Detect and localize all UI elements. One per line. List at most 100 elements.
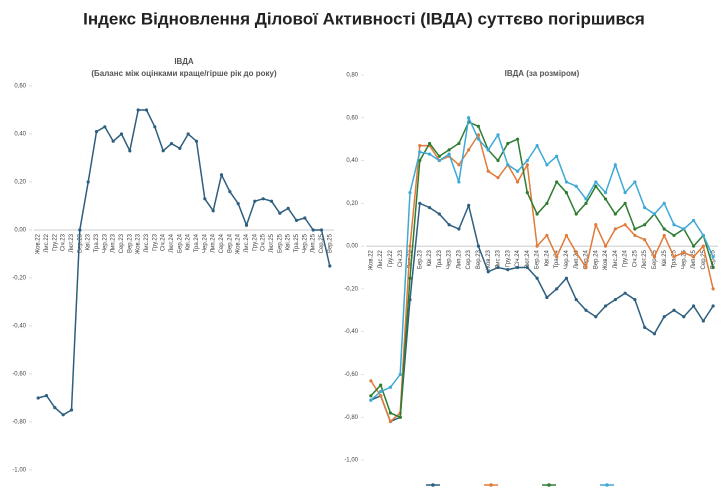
point xyxy=(379,383,383,387)
point xyxy=(78,228,82,232)
point xyxy=(369,394,373,398)
x-tick-label: Сер.25 xyxy=(701,249,707,269)
point xyxy=(496,133,500,137)
point xyxy=(496,176,500,180)
x-tick-label: Лют.23 xyxy=(69,233,75,252)
point xyxy=(103,125,107,129)
point xyxy=(594,315,598,319)
point xyxy=(515,169,520,173)
point xyxy=(506,141,510,146)
point xyxy=(447,148,451,152)
y-tick-label: 0,20 xyxy=(346,201,358,207)
point xyxy=(369,398,373,402)
point xyxy=(53,406,57,410)
point xyxy=(418,150,422,154)
point xyxy=(691,244,696,248)
point xyxy=(584,265,588,270)
x-tick-label: Лис.22 xyxy=(44,233,50,252)
x-tick-label: Гру.22 xyxy=(52,233,58,251)
x-tick-label: Тра.24 xyxy=(194,233,200,252)
point xyxy=(61,413,65,417)
point xyxy=(294,218,299,222)
point xyxy=(319,228,324,232)
point xyxy=(388,411,393,415)
point xyxy=(603,244,608,248)
x-tick-label: Жов.23 xyxy=(486,249,492,270)
point xyxy=(643,223,647,227)
point xyxy=(427,206,432,210)
x-tick-label: Лис.24 xyxy=(613,249,619,268)
point xyxy=(564,233,569,238)
point xyxy=(682,250,686,255)
point xyxy=(476,244,481,248)
y-tick-label: -0,40 xyxy=(344,329,358,335)
x-tick-label: Лип.23 xyxy=(456,249,462,269)
point xyxy=(525,163,529,167)
y-tick-label: 0,80 xyxy=(346,73,358,79)
point xyxy=(418,201,422,205)
x-tick-label: Чер.25 xyxy=(302,233,308,253)
legend-marker xyxy=(605,483,609,487)
point xyxy=(476,124,481,128)
point xyxy=(311,228,315,232)
x-tick-label: Кві.25 xyxy=(286,233,292,250)
y-tick-label: -0,20 xyxy=(344,286,358,292)
point xyxy=(506,163,510,167)
x-tick-label: Січ.25 xyxy=(632,249,638,267)
y-tick-label: -0,80 xyxy=(344,415,358,421)
x-tick-label: Сер.23 xyxy=(119,233,125,253)
x-tick-label: Лип.25 xyxy=(311,233,317,253)
x-tick-label: Лют.25 xyxy=(642,249,648,268)
point xyxy=(328,264,332,268)
point xyxy=(457,163,461,167)
point xyxy=(545,233,549,238)
point xyxy=(427,152,432,156)
point xyxy=(564,180,569,184)
point xyxy=(603,191,608,195)
series-line xyxy=(370,202,714,423)
point xyxy=(447,152,451,156)
x-tick-label: Чер.24 xyxy=(202,233,208,253)
series-line xyxy=(370,133,714,423)
point xyxy=(36,396,40,400)
point xyxy=(119,132,124,136)
point xyxy=(535,276,539,280)
point xyxy=(555,154,559,158)
point xyxy=(691,255,696,259)
point xyxy=(613,297,617,302)
x-tick-label: Чер.23 xyxy=(102,233,108,253)
point xyxy=(418,143,422,148)
x-tick-label: Січ.23 xyxy=(61,233,67,251)
point xyxy=(506,268,510,272)
x-tick-label: Гру.24 xyxy=(623,249,629,267)
point xyxy=(545,163,549,167)
y-tick-label: -0,60 xyxy=(344,372,358,378)
point xyxy=(219,173,224,177)
x-tick-label: Кві.24 xyxy=(186,233,192,250)
x-tick-label: Сер.24 xyxy=(219,233,225,253)
legend-marker xyxy=(489,483,493,487)
point xyxy=(672,223,676,227)
point xyxy=(467,148,471,152)
point xyxy=(161,149,165,153)
point xyxy=(398,415,402,419)
x-tick-label: Тра.24 xyxy=(554,249,560,268)
point xyxy=(662,315,666,319)
x-tick-label: Вер.24 xyxy=(593,249,599,269)
point xyxy=(594,223,598,227)
legend-marker xyxy=(431,483,435,487)
series-line xyxy=(37,109,331,416)
point xyxy=(515,137,520,141)
y-tick-label: -0,40 xyxy=(12,324,26,330)
point xyxy=(496,158,500,163)
point xyxy=(652,212,657,216)
main-title: Індекс Відновлення Ділової Активності (І… xyxy=(83,9,645,28)
x-tick-label: Гру.23 xyxy=(152,233,158,251)
point xyxy=(486,148,490,152)
point xyxy=(574,297,578,302)
point xyxy=(379,389,383,394)
point xyxy=(178,146,182,150)
point xyxy=(584,197,588,201)
x-tick-label: Бер.23 xyxy=(77,233,83,253)
point xyxy=(662,201,666,205)
